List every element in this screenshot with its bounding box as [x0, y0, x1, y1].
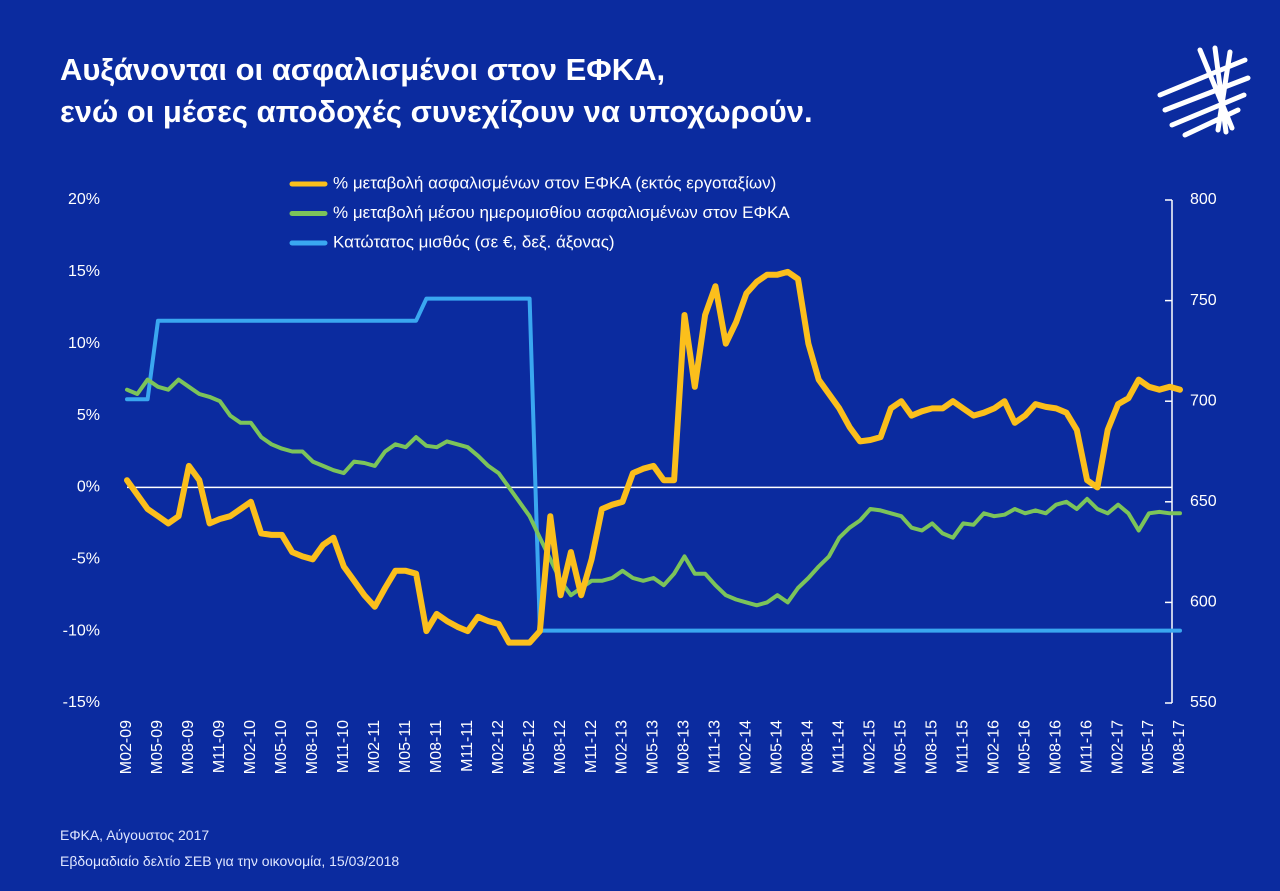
y-tick-label: 20%	[68, 191, 100, 208]
y2-tick-label: 650	[1190, 493, 1217, 510]
y2-tick-label: 800	[1190, 191, 1217, 208]
y-tick-label: 5%	[77, 407, 100, 424]
x-tick-label: M11-16	[1078, 720, 1095, 773]
x-tick-label: M11-11	[459, 720, 476, 772]
chart-title: Αυξάνονται οι ασφαλισμένοι στον ΕΦΚΑ,	[60, 52, 665, 87]
x-tick-label: M02-13	[614, 720, 631, 774]
legend-label: Κατώτατος μισθός (σε €, δεξ. άξονας)	[333, 232, 615, 251]
x-tick-label: M02-09	[118, 720, 135, 774]
legend-label: % μεταβολή μέσου ημερομισθίου ασφαλισμέν…	[333, 203, 790, 222]
x-tick-label: M08-16	[1047, 720, 1064, 774]
y2-tick-label: 550	[1190, 694, 1217, 711]
y-tick-label: 10%	[68, 335, 100, 352]
y-tick-label: -10%	[63, 622, 100, 639]
x-tick-label: M05-12	[521, 720, 538, 774]
y2-tick-label: 600	[1190, 594, 1217, 611]
source-note: Εβδομαδιαίο δελτίο ΣΕΒ για την οικονομία…	[60, 853, 399, 869]
x-tick-label: M08-09	[180, 720, 197, 774]
x-tick-label: M11-15	[954, 720, 971, 773]
series-line	[124, 268, 1183, 646]
chart-title: ενώ οι μέσες αποδοχές συνεχίζουν να υποχ…	[60, 94, 813, 129]
y-tick-label: -5%	[72, 551, 100, 568]
x-tick-label: M11-10	[335, 720, 352, 773]
x-tick-label: M05-16	[1016, 720, 1033, 774]
x-tick-label: M11-13	[707, 720, 724, 773]
x-tick-label: M02-11	[366, 720, 383, 773]
x-tick-label: M02-15	[862, 720, 879, 774]
series-line	[125, 296, 1182, 633]
x-tick-label: M05-14	[769, 720, 786, 774]
x-tick-label: M08-10	[304, 720, 321, 774]
x-tick-label: M05-11	[397, 720, 414, 773]
series-line	[125, 377, 1182, 608]
x-tick-label: M08-13	[676, 720, 693, 774]
x-tick-label: M08-15	[923, 720, 940, 774]
x-tick-label: M08-12	[552, 720, 569, 774]
source-note: ΕΦΚΑ, Αύγουστος 2017	[60, 827, 209, 843]
y-tick-label: 15%	[68, 263, 100, 280]
y2-tick-label: 700	[1190, 392, 1217, 409]
x-tick-label: M02-10	[242, 720, 259, 774]
x-tick-label: M02-12	[490, 720, 507, 774]
x-tick-label: M11-09	[211, 720, 228, 773]
x-tick-label: M08-14	[800, 720, 817, 774]
x-tick-label: M05-10	[273, 720, 290, 774]
y-tick-label: 0%	[77, 479, 100, 496]
x-tick-label: M11-14	[831, 720, 848, 773]
logo	[1157, 45, 1251, 138]
x-tick-label: M05-17	[1140, 720, 1157, 774]
x-tick-label: M02-14	[738, 720, 755, 774]
x-tick-label: M05-13	[645, 720, 662, 774]
x-tick-label: M05-09	[149, 720, 166, 774]
legend-label: % μεταβολή ασφαλισμένων στον ΕΦΚΑ (εκτός…	[333, 173, 776, 192]
x-tick-label: M08-11	[428, 720, 445, 773]
x-tick-label: M02-16	[985, 720, 1002, 774]
y2-tick-label: 750	[1190, 292, 1217, 309]
x-tick-label: M05-15	[892, 720, 909, 774]
x-tick-label: M08-17	[1171, 720, 1188, 774]
x-tick-label: M11-12	[583, 720, 600, 773]
y-tick-label: -15%	[63, 694, 100, 711]
x-tick-label: M02-17	[1109, 720, 1126, 774]
